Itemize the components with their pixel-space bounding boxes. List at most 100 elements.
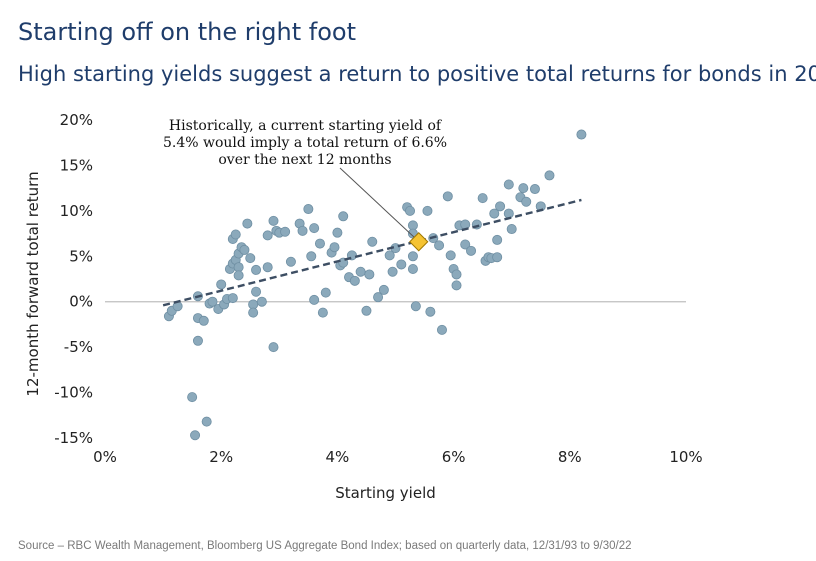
- data-point: [248, 307, 259, 318]
- data-point: [349, 275, 360, 286]
- data-points: [163, 129, 587, 441]
- data-point: [355, 266, 366, 277]
- y-tick-label: -15%: [54, 429, 93, 447]
- trend-line-layer: [162, 198, 582, 307]
- data-point: [251, 264, 262, 275]
- data-point: [434, 240, 445, 251]
- highlight-diamond: [409, 232, 429, 252]
- data-point: [198, 315, 209, 326]
- y-axis-ticks: -15% -10% -5% 0% 5% 10% 15% 20%: [54, 111, 93, 447]
- data-point: [239, 244, 250, 255]
- data-point: [207, 296, 218, 307]
- y-tick-label: 5%: [69, 247, 93, 265]
- data-point: [387, 266, 398, 277]
- data-point: [492, 234, 503, 245]
- data-point: [201, 416, 212, 427]
- data-point: [410, 301, 421, 312]
- x-tick-label: 4%: [326, 448, 350, 466]
- y-tick-label: 20%: [60, 111, 93, 129]
- data-point: [576, 129, 587, 140]
- data-point: [445, 250, 456, 261]
- data-point: [407, 251, 418, 262]
- data-point: [405, 205, 416, 216]
- source-note: Source – RBC Wealth Management, Bloomber…: [18, 540, 632, 552]
- data-point: [364, 269, 375, 280]
- data-point: [230, 229, 241, 240]
- data-point: [451, 280, 462, 291]
- data-point: [262, 262, 273, 273]
- data-point: [489, 208, 500, 219]
- data-point: [332, 227, 343, 238]
- data-point: [314, 238, 325, 249]
- data-point: [320, 287, 331, 298]
- data-point: [251, 286, 262, 297]
- data-point: [477, 193, 488, 204]
- data-point: [367, 236, 378, 247]
- annotation-text-line: 5.4% would imply a total return of 6.6%: [163, 135, 447, 151]
- data-point: [503, 208, 514, 219]
- y-tick-label: -10%: [54, 384, 93, 402]
- data-point: [460, 219, 471, 230]
- scatter-chart: -15% -10% -5% 0% 5% 10% 15% 20% 0% 2% 4% 6% 8% 10% H…: [24, 111, 703, 502]
- data-point: [245, 253, 256, 264]
- trend-line: [162, 198, 582, 307]
- data-point: [518, 183, 529, 194]
- chart-subtitle: High starting yields suggest a return to…: [18, 62, 816, 86]
- y-tick-label: 15%: [60, 156, 93, 174]
- x-axis-label: Starting yield: [335, 484, 436, 502]
- data-point: [280, 226, 291, 237]
- data-point: [268, 215, 279, 226]
- data-point: [521, 196, 532, 207]
- data-point: [460, 239, 471, 250]
- data-point: [306, 251, 317, 262]
- data-point: [529, 184, 540, 195]
- data-point: [503, 179, 514, 190]
- data-point: [285, 256, 296, 267]
- data-point: [492, 252, 503, 263]
- x-axis-ticks: 0% 2% 4% 6% 8% 10%: [93, 448, 703, 466]
- data-point: [192, 335, 203, 346]
- data-point: [384, 250, 395, 261]
- y-tick-label: 10%: [60, 202, 93, 220]
- data-point: [451, 269, 462, 280]
- data-point: [338, 211, 349, 222]
- data-point: [466, 245, 477, 256]
- x-tick-label: 6%: [442, 448, 466, 466]
- annotation-text-line: Historically, a current starting yield o…: [169, 118, 443, 134]
- data-point: [256, 296, 267, 307]
- x-tick-label: 10%: [669, 448, 702, 466]
- data-point: [329, 242, 340, 253]
- data-point: [442, 191, 453, 202]
- data-point: [396, 259, 407, 270]
- highlight-layer: [409, 232, 429, 252]
- y-axis-label: 12-month forward total return: [24, 171, 42, 396]
- data-point: [506, 224, 517, 235]
- data-point: [187, 392, 198, 403]
- data-point: [317, 307, 328, 318]
- data-point: [303, 204, 314, 215]
- data-point: [216, 279, 227, 290]
- annotation-layer: Historically, a current starting yield o…: [163, 118, 447, 239]
- data-point: [425, 306, 436, 317]
- data-point: [297, 225, 308, 236]
- annotation-pointer: [339, 167, 416, 239]
- chart-title: Starting off on the right foot: [18, 18, 357, 46]
- x-tick-label: 2%: [209, 448, 233, 466]
- x-tick-label: 8%: [558, 448, 582, 466]
- data-point: [378, 284, 389, 295]
- data-point: [190, 430, 201, 441]
- annotation-text-line: over the next 12 months: [218, 152, 391, 168]
- data-point: [361, 305, 372, 316]
- y-tick-label: 0%: [69, 293, 93, 311]
- data-point: [268, 342, 279, 353]
- data-point: [495, 201, 506, 212]
- data-point: [436, 324, 447, 335]
- y-tick-label: -5%: [64, 338, 93, 356]
- data-point: [309, 223, 320, 234]
- data-point: [373, 292, 384, 303]
- data-point: [309, 294, 320, 305]
- data-point: [227, 293, 238, 304]
- data-point: [233, 270, 244, 281]
- x-tick-label: 0%: [93, 448, 117, 466]
- data-point: [407, 264, 418, 275]
